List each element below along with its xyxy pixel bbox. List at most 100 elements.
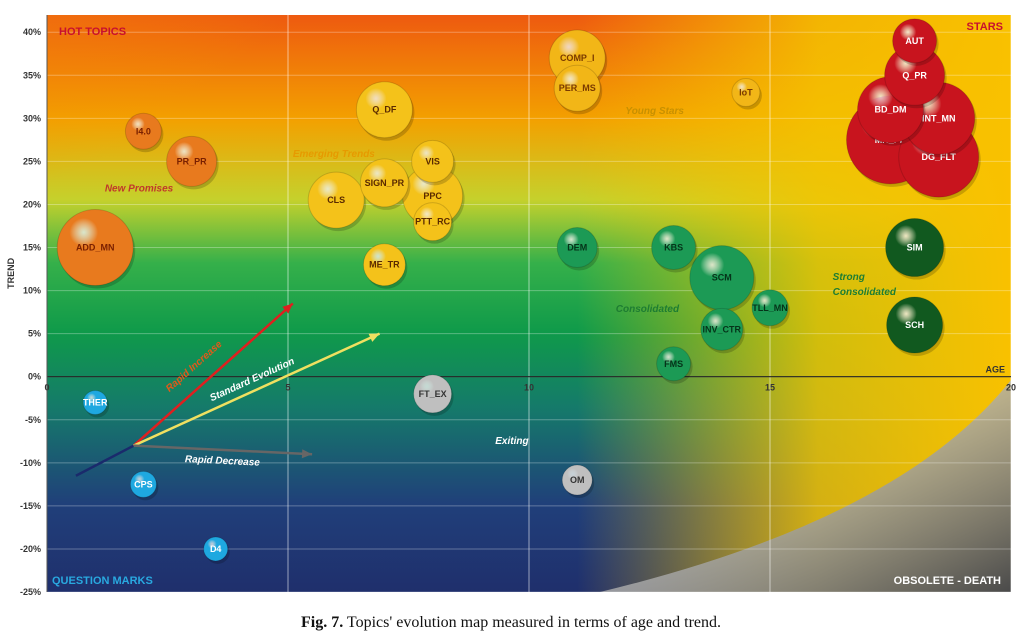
- topic-bubble: SIM: [885, 218, 946, 280]
- topic-bubble-circle: [124, 112, 162, 150]
- topic-bubble-circle: [700, 307, 744, 351]
- topic-bubble-circle: [885, 218, 945, 278]
- topic-bubble: ME_TR: [362, 243, 408, 289]
- x-axis-title: AGE: [985, 365, 1005, 375]
- topic-bubble-label: BD_DM: [874, 105, 906, 115]
- topic-bubble: SCH: [886, 296, 945, 357]
- topic-bubble-label: DEM: [567, 243, 587, 253]
- topic-bubble: PTT_RC: [413, 202, 454, 244]
- topic-bubble-circle: [751, 289, 789, 327]
- trend-arrow-line: [132, 302, 294, 447]
- topic-bubble-label: SIGN_PR: [365, 178, 405, 188]
- topic-bubble-circle: [411, 139, 455, 183]
- topic-bubble-label: D4: [210, 544, 222, 554]
- topic-bubble: CLS: [307, 171, 367, 232]
- y-tick-label: 0%: [28, 372, 41, 382]
- topic-bubble-label: FT_EX: [419, 389, 447, 399]
- y-tick-label: -5%: [25, 415, 41, 425]
- topic-bubble-label: FMS: [664, 359, 683, 369]
- topic-bubble-label: INT_MN: [922, 113, 956, 123]
- figure-caption-text: Topics' evolution map measured in terms …: [346, 614, 722, 631]
- topic-bubble: PER_MS: [553, 64, 603, 115]
- trend-arrow-line: [133, 444, 313, 456]
- topic-bubble-label: SCM: [712, 273, 732, 283]
- topic-bubble-circle: [561, 464, 593, 496]
- trend-arrow-head: [301, 449, 313, 459]
- y-tick-label: 15%: [23, 243, 41, 253]
- topic-bubble-label: Q_DF: [372, 105, 397, 115]
- topic-bubble-circle: [413, 374, 453, 414]
- topic-bubble-label: PPC: [423, 191, 442, 201]
- topic-bubble: KBS: [651, 225, 698, 273]
- topic-bubble: DEM: [556, 227, 600, 271]
- y-tick-label: 20%: [23, 199, 41, 209]
- topic-bubble-label: PR_PR: [177, 156, 208, 166]
- topic-bubble-circle: [886, 296, 944, 354]
- x-tick-label: 20: [1006, 383, 1016, 393]
- topic-bubble: AUT: [892, 18, 939, 66]
- trend-arrow-base: [75, 444, 135, 477]
- y-tick-label: -10%: [20, 458, 41, 468]
- region-annotation: Strong: [833, 272, 865, 283]
- topic-bubble: I4.0: [124, 112, 164, 153]
- region-annotation: Young Stars: [625, 106, 684, 117]
- topic-evolution-chart: 0510152040%35%30%25%20%15%10%5%0%-5%-10%…: [6, 15, 1016, 597]
- y-tick-label: -20%: [20, 544, 41, 554]
- figure-caption-label: Fig. 7.: [300, 614, 344, 631]
- region-annotation: Emerging Trends: [293, 149, 375, 160]
- quadrant-label: QUESTION MARKS: [52, 575, 153, 587]
- topic-bubble-label: OM: [570, 475, 585, 485]
- figure-caption: Fig. 7. Topics' evolution map measured i…: [0, 614, 1022, 632]
- topic-bubbles: MN_PRDG_FLTADD_MNINT_MNBD_DMSCMQ_PRPPCSI…: [56, 18, 981, 564]
- topic-bubble-circle: [355, 81, 413, 139]
- topic-bubble-circle: [553, 64, 601, 112]
- topic-bubble-circle: [656, 346, 692, 382]
- topic-bubble-label: Q_PR: [902, 70, 927, 80]
- topic-bubble-label: I4.0: [136, 126, 151, 136]
- topic-bubble-label: ME_TR: [369, 260, 400, 270]
- region-annotation: New Promises: [105, 184, 174, 195]
- topic-bubble-circle: [166, 135, 218, 187]
- topic-bubble-label: AUT: [905, 36, 924, 46]
- topic-bubble: FT_EX: [413, 374, 454, 416]
- topic-bubble: IoT: [731, 78, 762, 110]
- topic-bubble-label: SCH: [905, 320, 924, 330]
- topic-bubble-circle: [203, 536, 229, 562]
- trend-arrow-label: Rapid Decrease: [185, 454, 261, 469]
- topic-bubble: THER: [82, 390, 110, 418]
- trend-arrow-head: [282, 303, 293, 314]
- trend-arrow-head: [368, 333, 380, 342]
- topic-bubble: PR_PR: [166, 135, 219, 190]
- y-tick-label: -25%: [20, 587, 41, 597]
- topic-bubble: INV_CTR: [700, 307, 745, 354]
- topic-bubble-circle: [556, 227, 598, 269]
- topic-bubble-label: CLS: [327, 195, 345, 205]
- topic-bubble-label: IoT: [739, 88, 753, 98]
- region-annotation: Consolidated: [616, 304, 680, 315]
- topic-bubble-circle: [731, 78, 761, 108]
- y-tick-label: 30%: [23, 113, 41, 123]
- topic-bubble-circle: [413, 202, 453, 242]
- x-tick-label: 10: [524, 383, 534, 393]
- x-tick-label: 15: [765, 383, 775, 393]
- region-annotation: Consolidated: [833, 287, 897, 298]
- quadrant-label: STARS: [967, 21, 1003, 33]
- topic-bubble: CPS: [129, 470, 159, 501]
- topic-bubble: SIGN_PR: [359, 158, 411, 210]
- topic-bubble-circle: [307, 171, 365, 229]
- region-annotation: Exiting: [495, 436, 528, 447]
- region-annotations: New Promises Emerging Trends Young Stars Co…: [105, 106, 897, 447]
- topic-bubble: Q_PR: [884, 44, 947, 109]
- topic-bubble-circle: [82, 390, 108, 416]
- trend-arrow: Rapid Decrease: [133, 444, 313, 469]
- topic-bubble: ADD_MN: [56, 209, 136, 289]
- topic-bubble: Q_DF: [355, 81, 415, 141]
- topic-bubble-label: DG_FLT: [922, 152, 957, 162]
- quadrant-labels: HOT TOPICS STARS QUESTION MARKS OBSOLETE - …: [52, 21, 1003, 587]
- quadrant-label: OBSOLETE - DEATH: [894, 575, 1001, 587]
- quadrant-label: HOT TOPICS: [59, 26, 126, 38]
- y-tick-label: 10%: [23, 286, 41, 296]
- topic-bubble-label: VIS: [425, 156, 440, 166]
- topic-bubble: FMS: [656, 346, 693, 384]
- topic-bubble-circle: [56, 209, 134, 287]
